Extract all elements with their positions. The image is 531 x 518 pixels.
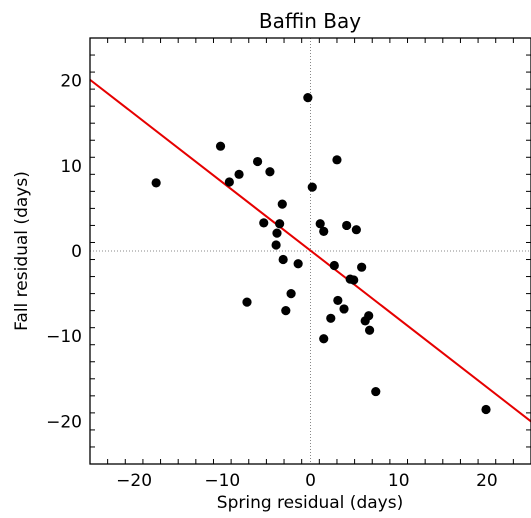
x-tick-label: −20 — [116, 471, 152, 491]
data-point — [277, 199, 287, 209]
y-tick-label: −10 — [46, 327, 82, 347]
data-point — [151, 178, 161, 188]
data-point — [293, 259, 303, 269]
y-tick-label: −20 — [46, 412, 82, 432]
data-point — [271, 240, 281, 250]
data-point — [349, 275, 359, 285]
data-point — [357, 262, 367, 272]
data-point — [234, 169, 244, 179]
data-point — [303, 93, 313, 103]
data-point — [333, 295, 343, 306]
x-tick-label: 20 — [476, 471, 498, 491]
data-point — [275, 219, 285, 229]
data-point — [364, 325, 375, 335]
data-point — [351, 225, 361, 235]
x-tick-label: 0 — [305, 471, 316, 491]
data-point — [272, 228, 282, 238]
data-point — [319, 226, 329, 237]
data-point — [259, 218, 269, 228]
data-point — [371, 386, 381, 397]
plot-frame — [89, 37, 531, 465]
data-point — [307, 182, 317, 192]
data-point — [315, 219, 325, 229]
data-point — [224, 177, 234, 187]
data-point — [342, 220, 352, 231]
data-point — [265, 167, 275, 177]
tick-labels: −20 −10 0 10 20 −20 −10 0 10 20 — [46, 72, 498, 491]
data-point — [339, 304, 349, 314]
axis-ticks — [89, 37, 531, 465]
data-point — [286, 289, 296, 299]
y-tick-label: 0 — [71, 242, 82, 262]
fit-line — [89, 78, 531, 423]
x-tick-label: −10 — [204, 471, 240, 491]
data-point — [278, 254, 288, 265]
data-point — [332, 155, 342, 165]
data-point — [326, 313, 336, 323]
x-axis-label: Spring residual (days) — [217, 493, 403, 513]
data-point — [281, 306, 291, 316]
y-axis-label: Fall residual (days) — [12, 171, 32, 331]
data-point — [252, 156, 263, 167]
data-point — [481, 404, 491, 415]
x-tick-label: 10 — [388, 471, 410, 491]
data-point — [364, 311, 374, 321]
data-point — [319, 334, 329, 344]
data-point — [329, 260, 339, 271]
y-tick-label: 20 — [60, 72, 82, 92]
data-points — [151, 93, 491, 415]
y-tick-label: 10 — [60, 157, 82, 177]
data-point — [215, 141, 226, 151]
data-point — [242, 297, 252, 307]
chart-title: Baffin Bay — [259, 9, 361, 33]
